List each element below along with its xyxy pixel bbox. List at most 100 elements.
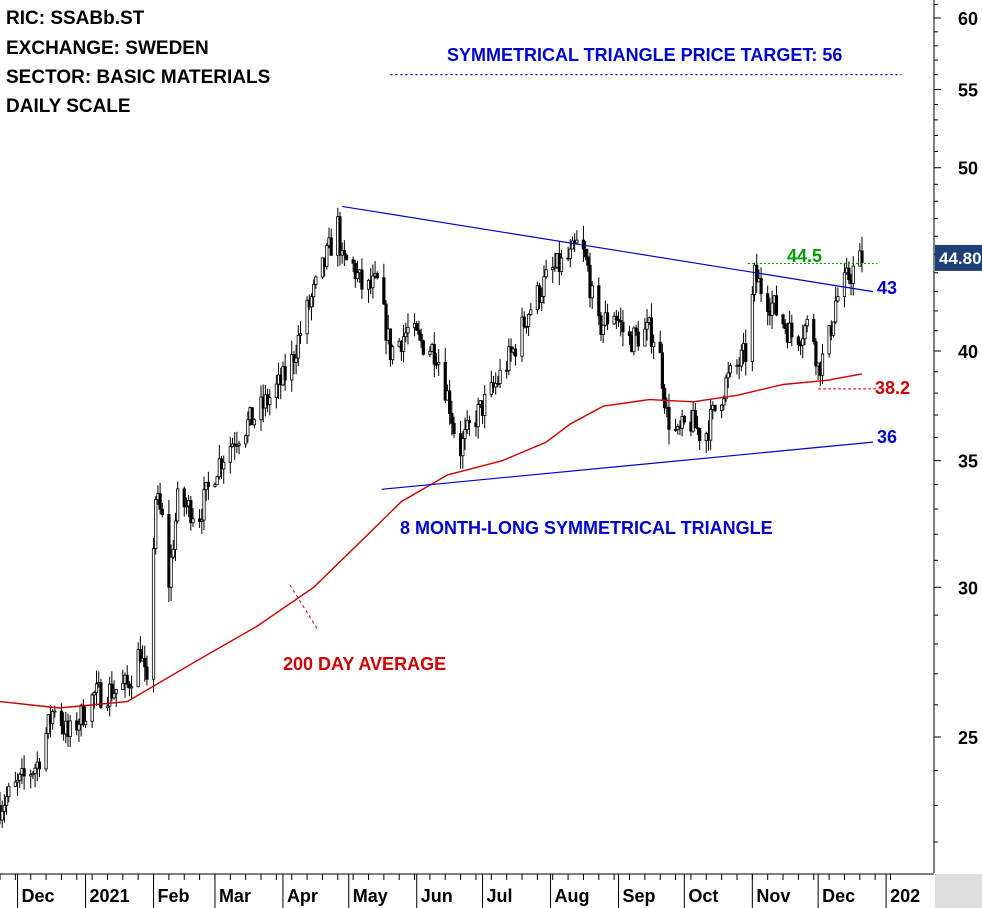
candle-body [94, 683, 99, 694]
x-tick-label: 2021 [90, 886, 130, 906]
candle-body [693, 410, 697, 429]
candle-body [382, 277, 386, 305]
y-axis-ticks: 25 30 35 40 50 55 60 [934, 3, 978, 843]
candle-body [421, 340, 425, 355]
candle-body [570, 240, 575, 250]
candle-body [590, 285, 594, 299]
candle-body [448, 390, 452, 414]
candle-body [507, 346, 511, 371]
candle-body [59, 710, 64, 726]
candle-body [634, 327, 638, 333]
candle-body [154, 499, 158, 550]
candle-body [766, 293, 770, 312]
candle-body [586, 256, 590, 266]
candle-body [329, 237, 333, 256]
candle-body [244, 435, 248, 445]
candle-body [0, 810, 4, 821]
candle-body [452, 422, 456, 435]
candle-body [29, 774, 33, 777]
candle-body [682, 416, 686, 423]
candle-body [375, 273, 379, 279]
candle-body [614, 315, 618, 320]
candle-body [720, 404, 724, 411]
candle-body [790, 322, 794, 338]
candle-body [151, 548, 156, 680]
candle-body [344, 254, 349, 261]
candle-body [476, 404, 480, 428]
candle-body [494, 383, 498, 388]
sector-label: SECTOR: BASIC MATERIALS [6, 67, 271, 88]
candle-body [759, 278, 763, 295]
candle-body [298, 333, 303, 336]
candle-body [465, 419, 469, 430]
candle-body [160, 508, 164, 515]
candle-body [182, 488, 186, 508]
candle-body [827, 325, 831, 355]
x-tick-label: May [353, 886, 388, 906]
candle-body [401, 336, 406, 352]
candle-body [540, 296, 544, 303]
candle-body [662, 387, 667, 409]
candle-body [537, 285, 542, 303]
candle-body [167, 514, 171, 588]
candle-body [415, 323, 419, 331]
candle-body [215, 476, 219, 486]
candle-body [355, 272, 360, 280]
candle-body [744, 343, 748, 363]
candle-body [524, 326, 529, 328]
candle-body [621, 321, 625, 333]
candle-body [588, 264, 592, 299]
candle-body [796, 336, 800, 346]
candle-body [51, 711, 55, 725]
x-tick-label: Nov [756, 886, 790, 906]
scale-label: DAILY SCALE [6, 96, 131, 117]
candle-body [37, 761, 42, 770]
candle-body [851, 265, 855, 284]
candle-body [419, 333, 423, 342]
candle-body [110, 683, 114, 699]
candle-body [432, 344, 436, 365]
candle-body [450, 413, 454, 424]
candle-body [417, 329, 421, 335]
candle-body [575, 239, 579, 244]
candle-body [831, 321, 836, 336]
candle-body [483, 393, 487, 416]
candle-body [77, 723, 81, 731]
candle-body [724, 377, 728, 400]
candle-body [520, 316, 524, 357]
candle-body [597, 285, 601, 317]
level-44-5-label: 44.5 [787, 246, 823, 266]
candle-body [312, 283, 316, 298]
candle-body [616, 319, 621, 322]
candle-body [233, 443, 237, 446]
candle-body [18, 773, 22, 781]
candle-body [522, 316, 526, 327]
candle-body [544, 269, 548, 278]
candle-body [31, 772, 35, 776]
candle-body [726, 372, 730, 379]
candle-body [584, 248, 588, 258]
candle-body [338, 216, 342, 256]
lower-trendline [381, 441, 874, 490]
level-36-label: 36 [877, 427, 898, 447]
candle-body [667, 406, 671, 430]
candle-body [803, 325, 807, 340]
candle-body [360, 269, 364, 290]
candle-body [176, 488, 180, 522]
candle-body [527, 314, 531, 327]
candle-body [112, 692, 116, 699]
y-tick-label: 35 [958, 452, 978, 472]
candle-body [191, 518, 195, 524]
candle-body [13, 781, 17, 787]
y-tick-label: 30 [958, 578, 978, 598]
candle-body [559, 257, 564, 273]
candle-body [202, 489, 206, 521]
candle-body [246, 419, 250, 437]
candle-body [391, 346, 395, 361]
candle-body [551, 267, 555, 271]
candle-body [406, 327, 410, 334]
candle-body [92, 692, 96, 696]
x-tick-label: 202 [890, 886, 920, 906]
candle-body [46, 714, 50, 734]
candle-body [2, 804, 6, 812]
